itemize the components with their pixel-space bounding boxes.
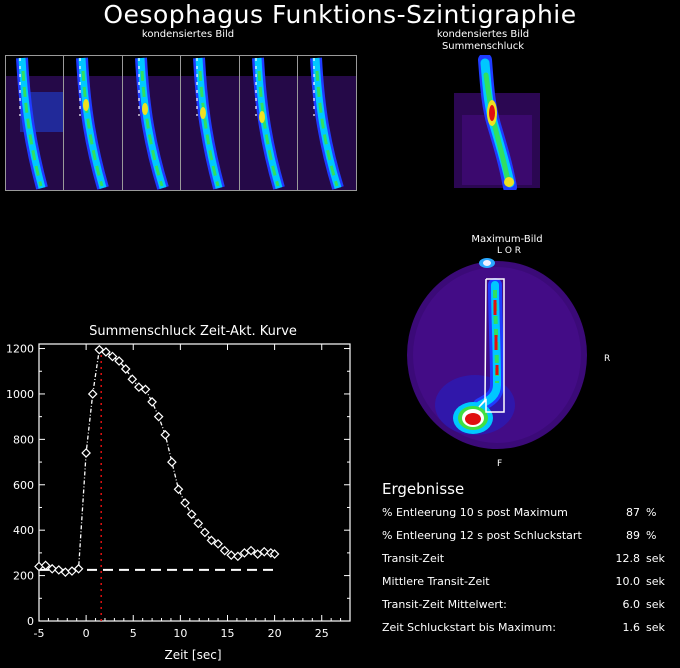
result-value: 89: [626, 529, 640, 542]
result-row: Mittlere Transit-Zeit 10.0 sek: [382, 575, 672, 598]
x-tick-label: 0: [83, 627, 90, 640]
result-unit: sek: [646, 598, 665, 611]
result-row: % Entleerung 10 s post Maximum 87%: [382, 506, 672, 529]
y-tick-label: 0: [27, 615, 34, 628]
result-label: % Entleerung 12 s post Schluckstart: [382, 529, 582, 542]
data-point: [127, 374, 138, 385]
condensed-frame: [180, 55, 241, 191]
data-point: [114, 356, 124, 366]
condensed-frame: [63, 55, 124, 191]
page-title: Oesophagus Funktions-Szintigraphie: [103, 0, 577, 29]
data-point: [94, 344, 105, 355]
data-point: [180, 498, 190, 508]
result-unit: sek: [646, 552, 665, 565]
data-point: [73, 563, 84, 574]
condensed-frame: [5, 55, 65, 191]
sum-label-line2: Summenschluck: [441, 41, 525, 52]
data-point: [87, 389, 98, 399]
x-tick-label: 5: [130, 627, 137, 640]
chart-title: Summenschluck Zeit-Akt. Kurve: [89, 324, 297, 339]
orientation-top-label: L O R: [496, 246, 522, 256]
data-point: [252, 549, 263, 559]
data-point: [259, 546, 270, 557]
x-tick-label: 20: [268, 627, 282, 640]
result-unit: sek: [646, 621, 665, 634]
result-value: 87: [626, 506, 640, 519]
data-point: [53, 565, 64, 575]
maximum-image-label: Maximum-Bild: [471, 234, 543, 245]
data-point: [269, 549, 280, 559]
x-tick-label: -5: [34, 627, 45, 640]
data-point: [213, 538, 223, 549]
y-tick-label: 1200: [6, 343, 34, 356]
sum-label-line1: kondensiertes Bild: [436, 29, 530, 40]
data-point: [81, 448, 91, 458]
result-value: 12.8: [615, 552, 641, 565]
data-point: [101, 347, 111, 357]
result-label: % Entleerung 10 s post Maximum: [382, 506, 568, 519]
condensed-frame: [238, 55, 299, 191]
y-tick-label: 600: [13, 479, 34, 492]
orientation-bottom-label: F: [497, 459, 503, 469]
data-point: [226, 550, 237, 561]
results-rows: % Entleerung 10 s post Maximum 87%% Entle…: [382, 506, 672, 644]
data-point: [239, 548, 250, 558]
x-tick-label: 10: [173, 627, 187, 640]
data-point: [40, 560, 51, 571]
result-label: Mittlere Transit-Zeit: [382, 575, 490, 588]
data-point: [200, 527, 210, 538]
result-row: Transit-Zeit Mittelwert: 6.0 sek: [382, 598, 672, 621]
result-unit: %: [646, 529, 657, 542]
roi-outline: [478, 278, 505, 413]
condensed-image-label: kondensiertes Bild: [141, 29, 235, 40]
data-point: [120, 364, 131, 374]
data-point: [173, 484, 184, 495]
data-point: [206, 535, 217, 546]
result-value: 10.0: [615, 575, 641, 588]
result-row: % Entleerung 12 s post Schluckstart 89%: [382, 529, 672, 552]
data-point: [246, 545, 256, 556]
result-row: Transit-Zeit 12.8 sek: [382, 552, 672, 575]
result-row: Zeit Schluckstart bis Maximum: 1.6 sek: [382, 621, 672, 644]
results-heading: Ergebnisse: [382, 480, 465, 498]
maximum-image: [405, 255, 590, 450]
condensed-frame: [121, 55, 182, 191]
result-label: Zeit Schluckstart bis Maximum:: [382, 621, 556, 634]
result-value: 6.0: [622, 598, 641, 611]
data-point: [193, 518, 204, 529]
x-tick-label: 15: [220, 627, 234, 640]
data-point: [186, 509, 197, 520]
sum-swallow-image: [452, 53, 542, 194]
orientation-right-label: R: [604, 354, 611, 364]
chart-frame: [38, 343, 351, 622]
result-unit: sek: [646, 575, 665, 588]
y-tick-label: 1000: [6, 388, 34, 401]
condensed-frame: [297, 55, 357, 191]
data-point: [47, 563, 58, 574]
result-unit: %: [646, 506, 657, 519]
y-tick-label: 800: [13, 433, 34, 446]
data-point: [134, 382, 144, 392]
results-panel: Ergebnisse % Entleerung 10 s post Maximu…: [382, 480, 672, 644]
sum-swallow-label: kondensiertes Bild Summenschluck: [418, 29, 548, 53]
data-point: [167, 457, 177, 467]
x-tick-label: 25: [315, 627, 329, 640]
data-point: [140, 384, 151, 395]
data-point: [219, 545, 230, 556]
result-value: 1.6: [622, 621, 641, 634]
data-point: [153, 411, 164, 422]
data-point: [107, 351, 118, 362]
y-tick-label: 200: [13, 570, 34, 583]
data-point: [160, 429, 171, 440]
time-activity-chart: Summenschluck Zeit-Akt. Kurve 0200400600…: [6, 324, 351, 662]
data-point: [233, 551, 243, 562]
data-point: [147, 397, 157, 407]
x-axis-label: Zeit [sec]: [164, 648, 221, 662]
data-point: [67, 566, 77, 576]
result-label: Transit-Zeit Mittelwert:: [382, 598, 507, 611]
y-tick-label: 400: [13, 524, 34, 537]
result-label: Transit-Zeit: [382, 552, 445, 565]
series-line: [38, 348, 275, 573]
